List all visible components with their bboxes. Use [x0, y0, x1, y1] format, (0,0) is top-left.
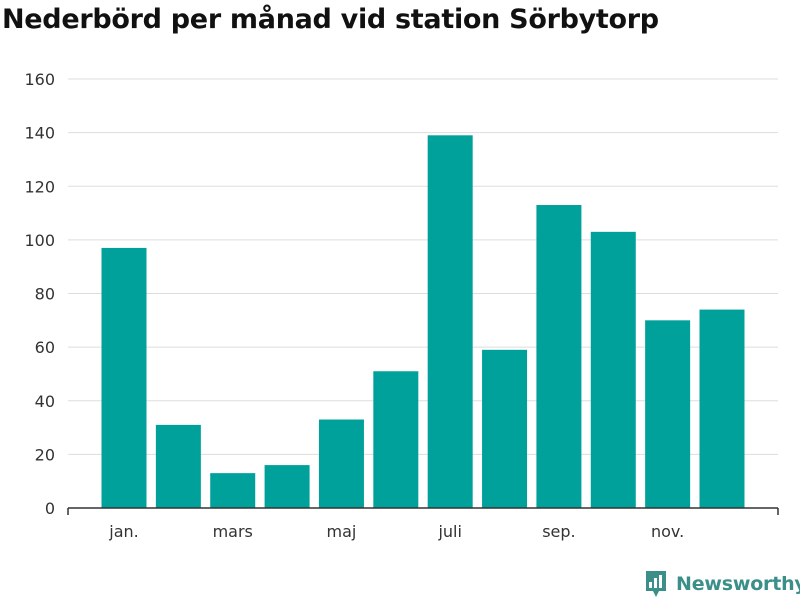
y-tick-label: 80: [35, 285, 55, 304]
bar-sep.: [536, 205, 582, 509]
x-tick-label: jan.: [108, 522, 138, 541]
y-axis-tick-labels: 0 20 40 60 80 100 120 140 160: [24, 70, 55, 518]
bar-maj: [318, 419, 364, 508]
bar-apr.: [264, 465, 310, 508]
bar-aug.: [482, 349, 528, 508]
x-tick-label: maj: [327, 522, 357, 541]
bar-feb.: [155, 424, 201, 508]
x-tick-label: nov.: [651, 522, 684, 541]
bars: [101, 135, 745, 509]
x-axis: [67, 507, 779, 515]
bar-jan.: [101, 247, 147, 508]
y-tick-label: 100: [24, 231, 55, 250]
chart-title: Nederbörd per månad vid station Sörbytor…: [2, 4, 659, 35]
y-tick-label: 20: [35, 445, 55, 464]
y-tick-label: 60: [35, 338, 55, 357]
newsworthy-logo-icon: [646, 571, 666, 597]
x-tick-label: mars: [213, 522, 253, 541]
bar-juli: [427, 135, 473, 508]
brand-name: Newsworthy: [676, 573, 800, 595]
bar-mars: [210, 473, 256, 508]
x-tick-label: sep.: [542, 522, 575, 541]
y-tick-label: 140: [24, 124, 55, 143]
y-tick-label: 160: [24, 70, 55, 89]
y-tick-label: 40: [35, 392, 55, 411]
y-tick-label: 0: [45, 499, 55, 518]
bar-dec.: [699, 309, 745, 508]
y-tick-label: 120: [24, 177, 55, 196]
newsworthy-brand: Newsworthy: [644, 570, 800, 598]
bar-juni: [373, 371, 419, 508]
bar-nov.: [645, 320, 691, 508]
bar-okt.: [590, 231, 636, 509]
x-axis-tick-labels: jan. mars maj juli sep. nov.: [108, 522, 684, 541]
x-tick-label: juli: [437, 522, 461, 541]
